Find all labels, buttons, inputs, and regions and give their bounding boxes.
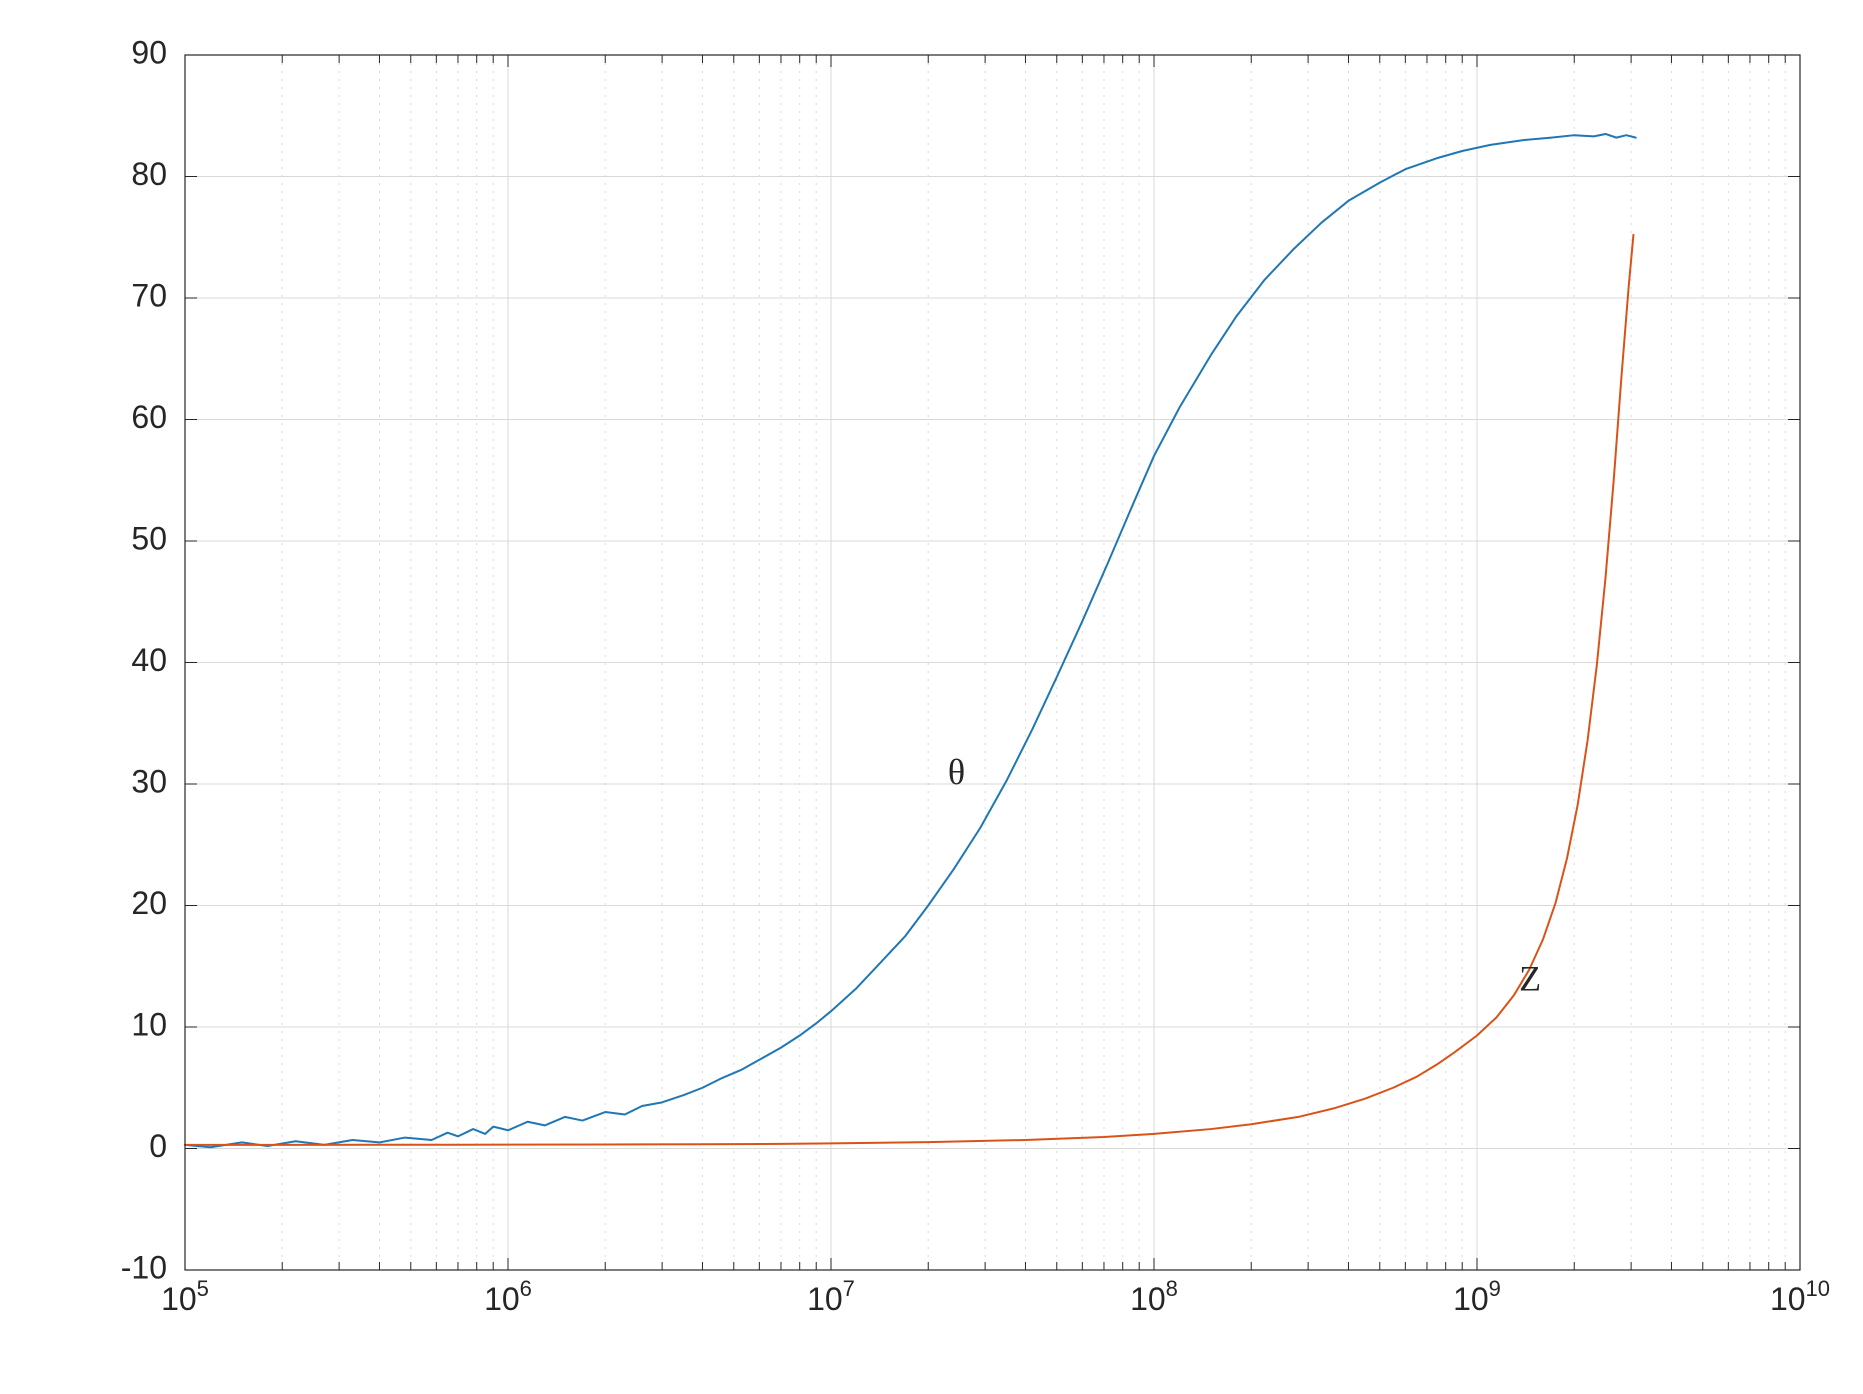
y-tick-label: 0 <box>149 1128 167 1164</box>
series-label-z: Z <box>1519 959 1541 999</box>
y-tick-label: 70 <box>131 277 167 313</box>
series-label-theta: θ <box>948 752 965 792</box>
y-tick-label: 80 <box>131 156 167 192</box>
y-tick-label: 20 <box>131 885 167 921</box>
y-tick-label: 40 <box>131 642 167 678</box>
y-tick-label: 10 <box>131 1006 167 1042</box>
y-tick-label: 50 <box>131 520 167 556</box>
y-tick-label: -10 <box>121 1249 167 1285</box>
chart-svg: -100102030405060708090105106107108109101… <box>0 0 1863 1394</box>
y-tick-label: 60 <box>131 399 167 435</box>
y-tick-label: 30 <box>131 763 167 799</box>
chart-container: -100102030405060708090105106107108109101… <box>0 0 1863 1394</box>
y-tick-label: 90 <box>131 34 167 70</box>
